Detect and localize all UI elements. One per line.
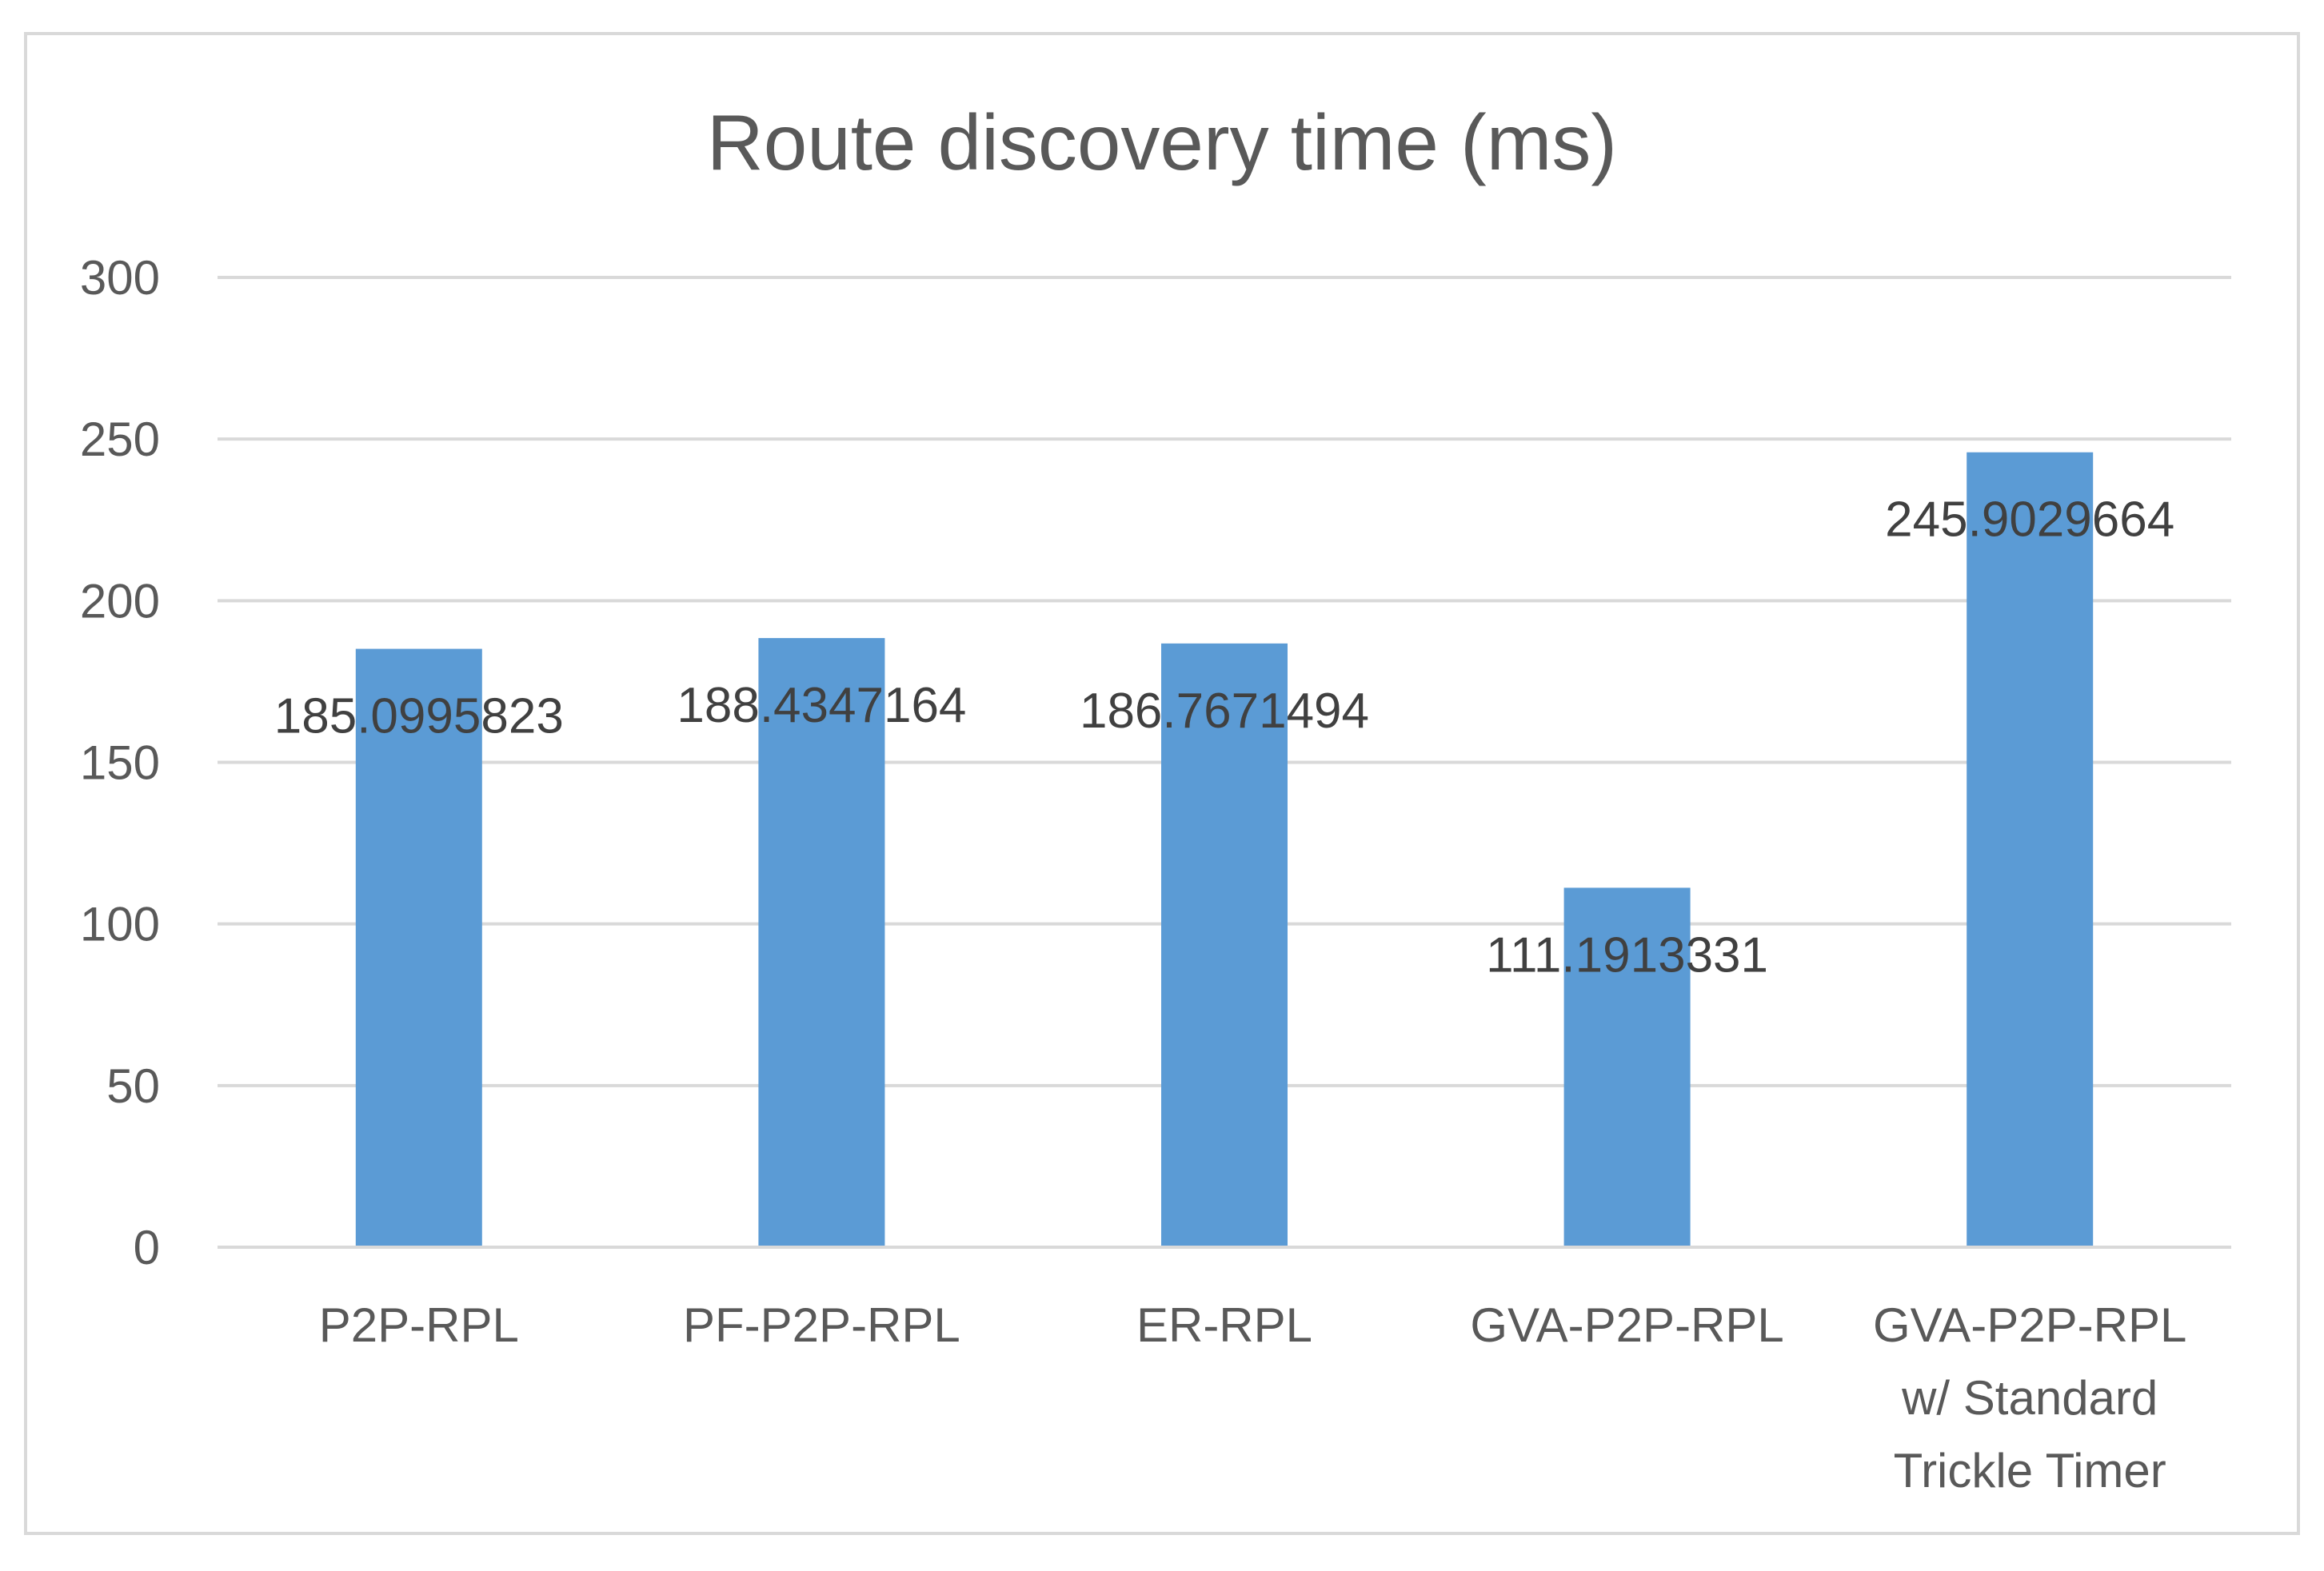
- data-label: 188.4347164: [677, 678, 966, 733]
- bar: [1161, 643, 1288, 1247]
- y-tick-label: 0: [134, 1221, 160, 1274]
- chart-title: Route discovery time (ms): [707, 98, 1617, 186]
- y-tick-label: 150: [80, 736, 160, 790]
- data-label: 245.9029664: [1885, 492, 2174, 548]
- category-label: GVA-P2P-RPL w/ Standard Trickle Timer: [1873, 1298, 2186, 1497]
- category-label: PF-P2P-RPL: [683, 1298, 960, 1352]
- y-tick-label: 200: [80, 574, 160, 628]
- y-tick-label: 250: [80, 413, 160, 466]
- category-label: ER-RPL: [1136, 1298, 1312, 1352]
- y-tick-label: 100: [80, 898, 160, 951]
- bar: [355, 648, 482, 1247]
- bars: [355, 452, 2094, 1247]
- category-label: P2P-RPL: [319, 1298, 519, 1352]
- category-label: GVA-P2P-RPL: [1470, 1298, 1783, 1352]
- bar: [1967, 452, 2094, 1247]
- bar: [758, 638, 885, 1247]
- bar: [1563, 887, 1691, 1247]
- data-label: 186.7671494: [1080, 684, 1369, 739]
- data-label: 185.0995823: [274, 689, 564, 744]
- y-tick-label: 300: [80, 251, 160, 305]
- gridlines: [218, 276, 2231, 1087]
- y-axis-ticks: 0 50 100 150 200 250 300: [80, 251, 160, 1274]
- y-tick-label: 50: [106, 1059, 160, 1113]
- data-labels: 185.0995823 188.4347164 186.7671494 111.191…: [274, 492, 2174, 983]
- data-label: 111.1913331: [1486, 927, 1768, 983]
- category-labels: P2P-RPL PF-P2P-RPL ER-RPL GVA-P2P-RPL GVA-P2…: [319, 1298, 2187, 1497]
